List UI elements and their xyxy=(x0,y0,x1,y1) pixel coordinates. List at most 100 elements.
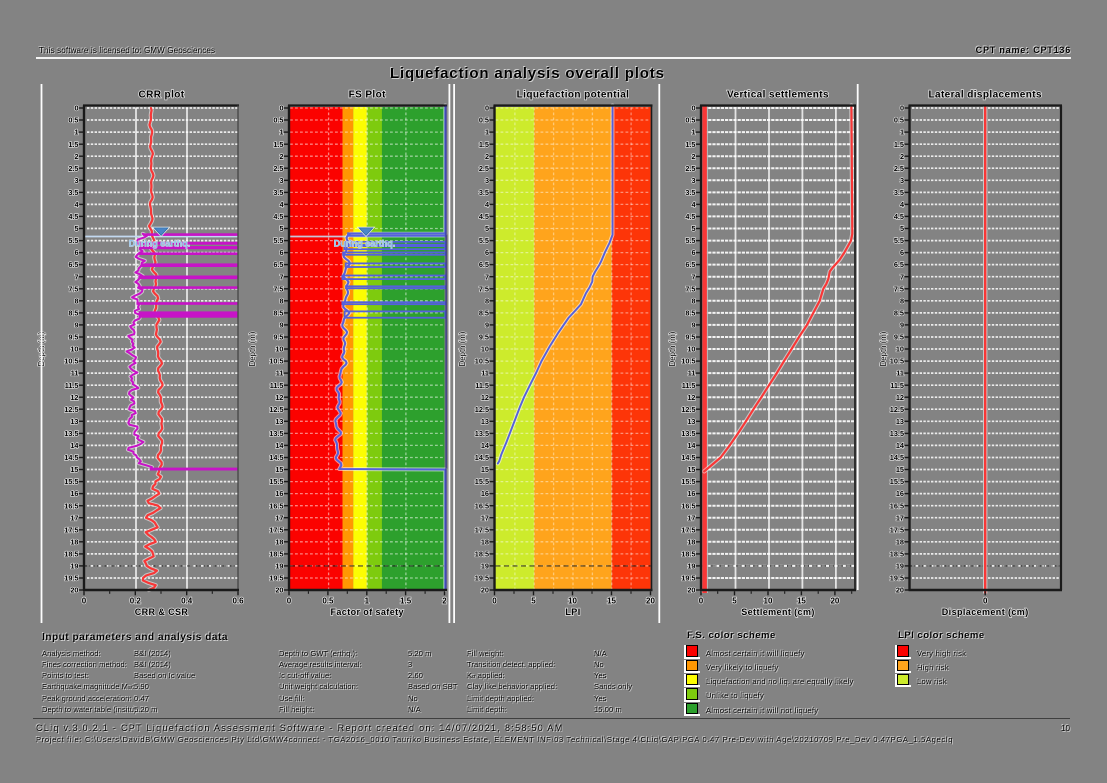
svg-text:11.5: 11.5 xyxy=(682,381,696,390)
svg-text:19: 19 xyxy=(687,562,695,571)
svg-text:Depth (m): Depth (m) xyxy=(248,331,257,366)
svg-text:14: 14 xyxy=(687,441,696,450)
svg-text:1.5: 1.5 xyxy=(68,140,78,149)
svg-text:9: 9 xyxy=(900,321,904,330)
svg-text:9: 9 xyxy=(691,321,695,330)
svg-text:5.5: 5.5 xyxy=(479,236,489,245)
svg-text:4.5: 4.5 xyxy=(479,212,489,221)
svg-text:20: 20 xyxy=(896,586,904,595)
svg-text:10.5: 10.5 xyxy=(64,357,78,366)
svg-text:15: 15 xyxy=(687,465,695,474)
svg-text:13: 13 xyxy=(70,417,78,426)
svg-text:19: 19 xyxy=(70,562,78,571)
svg-text:0: 0 xyxy=(485,104,489,113)
svg-text:14: 14 xyxy=(275,441,284,450)
svg-text:4.5: 4.5 xyxy=(894,212,904,221)
svg-text:0.5: 0.5 xyxy=(273,116,283,125)
svg-text:1: 1 xyxy=(900,128,904,137)
svg-text:0.5: 0.5 xyxy=(322,597,334,606)
svg-text:Liquefaction potential: Liquefaction potential xyxy=(517,90,630,101)
svg-text:10: 10 xyxy=(275,345,283,354)
svg-text:8: 8 xyxy=(900,296,904,305)
svg-text:20: 20 xyxy=(830,597,839,606)
svg-text:3: 3 xyxy=(485,176,489,185)
svg-text:11: 11 xyxy=(896,369,904,378)
svg-text:14.5: 14.5 xyxy=(475,453,489,462)
svg-text:5: 5 xyxy=(531,597,536,606)
svg-text:12: 12 xyxy=(481,393,489,402)
svg-text:17: 17 xyxy=(70,513,78,522)
svg-text:5.5: 5.5 xyxy=(68,236,78,245)
svg-text:9.5: 9.5 xyxy=(685,333,695,342)
svg-text:3.5: 3.5 xyxy=(479,188,489,197)
svg-text:10: 10 xyxy=(70,345,78,354)
svg-text:7: 7 xyxy=(900,272,904,281)
svg-text:3.5: 3.5 xyxy=(273,188,283,197)
svg-text:19.5: 19.5 xyxy=(475,574,489,583)
svg-text:13.5: 13.5 xyxy=(64,429,78,438)
svg-text:8.5: 8.5 xyxy=(479,309,489,318)
svg-text:8: 8 xyxy=(279,296,283,305)
svg-text:13.5: 13.5 xyxy=(475,429,489,438)
svg-text:12.5: 12.5 xyxy=(269,405,283,414)
svg-text:3: 3 xyxy=(279,176,283,185)
svg-text:19: 19 xyxy=(896,562,904,571)
svg-text:16.5: 16.5 xyxy=(269,501,283,510)
svg-text:Vertical settlements: Vertical settlements xyxy=(727,90,829,101)
svg-text:LPI: LPI xyxy=(565,607,580,617)
svg-text:0: 0 xyxy=(82,597,87,606)
svg-text:3: 3 xyxy=(74,176,78,185)
svg-text:0.5: 0.5 xyxy=(68,116,78,125)
svg-text:16: 16 xyxy=(481,489,489,498)
svg-text:4: 4 xyxy=(279,200,284,209)
svg-text:1.5: 1.5 xyxy=(479,140,489,149)
svg-text:0.5: 0.5 xyxy=(479,116,489,125)
svg-text:9.5: 9.5 xyxy=(273,333,283,342)
svg-text:6.5: 6.5 xyxy=(894,260,904,269)
svg-text:8.5: 8.5 xyxy=(894,309,904,318)
svg-text:7.5: 7.5 xyxy=(68,284,78,293)
svg-text:5.5: 5.5 xyxy=(685,236,695,245)
svg-text:18: 18 xyxy=(481,537,489,546)
svg-text:2: 2 xyxy=(485,152,489,161)
svg-text:16: 16 xyxy=(275,489,283,498)
svg-text:14.5: 14.5 xyxy=(681,453,695,462)
svg-text:2: 2 xyxy=(279,152,283,161)
svg-text:0: 0 xyxy=(983,597,988,606)
svg-text:5: 5 xyxy=(485,224,489,233)
svg-text:Displacement (cm): Displacement (cm) xyxy=(942,607,1029,617)
svg-text:12: 12 xyxy=(70,393,78,402)
svg-text:19.5: 19.5 xyxy=(269,574,283,583)
svg-text:10.5: 10.5 xyxy=(681,357,695,366)
svg-text:17: 17 xyxy=(481,513,489,522)
svg-text:16: 16 xyxy=(687,489,695,498)
svg-text:11.5: 11.5 xyxy=(65,381,79,390)
svg-text:2.5: 2.5 xyxy=(273,164,283,173)
svg-text:11: 11 xyxy=(481,369,489,378)
svg-text:1.5: 1.5 xyxy=(400,597,412,606)
svg-text:19.5: 19.5 xyxy=(64,574,78,583)
svg-text:4: 4 xyxy=(900,200,905,209)
svg-text:2.5: 2.5 xyxy=(685,164,695,173)
svg-text:12.5: 12.5 xyxy=(64,405,78,414)
svg-text:16: 16 xyxy=(896,489,904,498)
svg-text:0.5: 0.5 xyxy=(685,116,695,125)
svg-text:10: 10 xyxy=(687,345,695,354)
svg-text:14: 14 xyxy=(481,441,490,450)
svg-text:6: 6 xyxy=(691,248,695,257)
svg-text:CRR plot: CRR plot xyxy=(139,90,185,101)
svg-text:2: 2 xyxy=(900,152,904,161)
svg-text:Depth (m): Depth (m) xyxy=(668,331,677,366)
svg-text:17: 17 xyxy=(687,513,695,522)
svg-text:12.5: 12.5 xyxy=(475,405,489,414)
svg-text:0: 0 xyxy=(900,104,904,113)
svg-text:4: 4 xyxy=(74,200,79,209)
svg-text:Factor of safety: Factor of safety xyxy=(330,607,403,617)
svg-text:13: 13 xyxy=(687,417,695,426)
svg-text:10: 10 xyxy=(764,597,773,606)
svg-text:17.5: 17.5 xyxy=(475,525,489,534)
svg-text:15: 15 xyxy=(481,465,489,474)
svg-text:0: 0 xyxy=(691,104,695,113)
svg-text:17.5: 17.5 xyxy=(269,525,283,534)
svg-text:FS Plot: FS Plot xyxy=(349,90,387,101)
